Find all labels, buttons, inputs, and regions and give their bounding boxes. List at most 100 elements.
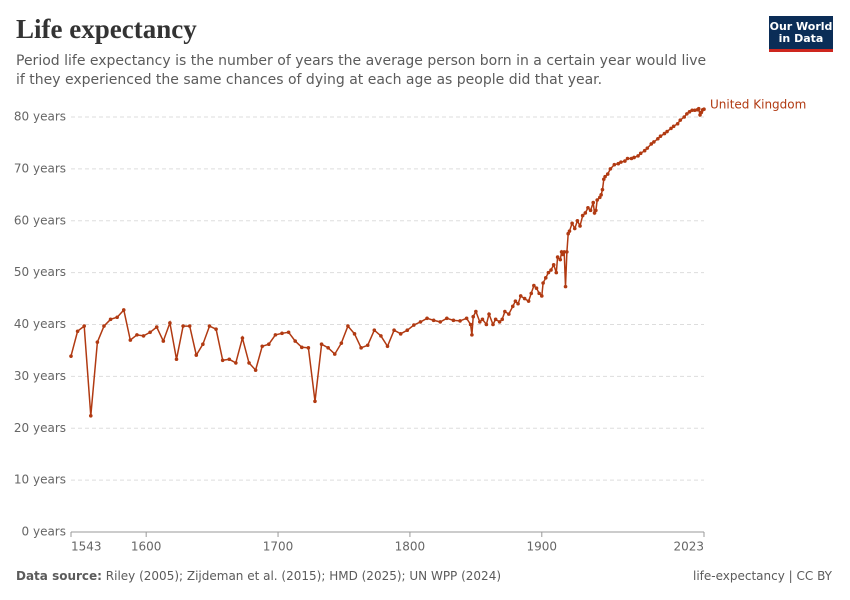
point [632,155,636,160]
point [539,294,544,298]
source-label: Data source: [16,569,102,583]
point [438,320,443,324]
point [642,148,647,153]
point [503,309,507,314]
point [685,112,689,116]
y-tick-label: 10 years [14,473,66,487]
point [549,268,553,272]
point [605,172,610,176]
x-tick-label: 1700 [263,540,294,554]
point [575,218,580,223]
y-tick-label: 40 years [14,317,66,331]
point [580,213,585,218]
point [612,162,617,167]
source-text: Riley (2005); Zijdeman et al. (2015); HM… [105,569,502,583]
point [578,224,582,228]
point [480,317,485,322]
point [121,308,126,312]
point [487,312,491,316]
point [168,321,172,325]
point [493,317,498,322]
chart-subtitle: Period life expectancy is the number of … [16,53,707,88]
point [516,301,520,306]
point [161,339,166,343]
x-tick-label: 1800 [395,540,426,554]
point [135,333,139,337]
point [572,226,577,231]
point [491,322,495,327]
point [332,352,337,356]
point [253,368,258,372]
y-tick-label: 80 years [14,110,66,124]
point [359,346,363,350]
point [656,136,660,141]
point [326,346,330,350]
point [678,118,683,122]
point [214,327,218,331]
point [458,319,462,323]
point [671,124,676,129]
y-tick-label: 30 years [14,369,66,383]
point [365,343,370,348]
point [518,294,523,298]
point [537,291,541,296]
point [273,333,278,337]
point [682,115,687,119]
point [69,354,73,358]
point [339,341,344,345]
point [418,320,423,324]
point [471,314,476,319]
y-tick-label: 70 years [14,161,66,175]
point [474,309,478,314]
point [141,334,146,338]
y-tick-label: 20 years [14,421,66,435]
point [619,160,623,164]
point [583,211,588,215]
point [412,323,416,327]
source-note: Data source: Riley (2005); Zijdeman et a… [16,569,501,583]
point [690,108,694,113]
point [526,299,531,303]
point [541,281,545,285]
point [227,357,232,362]
point [306,346,311,350]
point [181,324,185,328]
point [603,174,607,179]
point [522,296,527,301]
y-tick-label: 50 years [14,265,66,279]
point [372,328,377,333]
point [645,146,650,150]
point [649,142,654,146]
logo[interactable]: Our World in Data [769,16,833,52]
point [588,208,593,213]
point [595,198,599,202]
point [108,317,113,322]
point [207,324,212,328]
point [665,129,669,134]
point [662,131,667,136]
point [586,205,590,210]
chart-title: Life expectancy [16,14,197,44]
point [128,338,133,342]
point [484,322,489,327]
point [636,154,640,158]
logo-line: Our World [769,20,833,33]
point [696,106,701,111]
y-tick-label: 60 years [14,213,66,227]
point [260,344,265,349]
point [267,342,271,347]
point [534,286,539,290]
point [599,193,603,197]
point [497,320,502,324]
point [286,330,291,335]
point [543,276,548,280]
point [299,345,304,350]
point [240,336,245,340]
logo-line: in Data [778,32,824,45]
point [702,107,706,112]
point [220,358,225,363]
point [405,328,410,333]
point [562,250,567,254]
